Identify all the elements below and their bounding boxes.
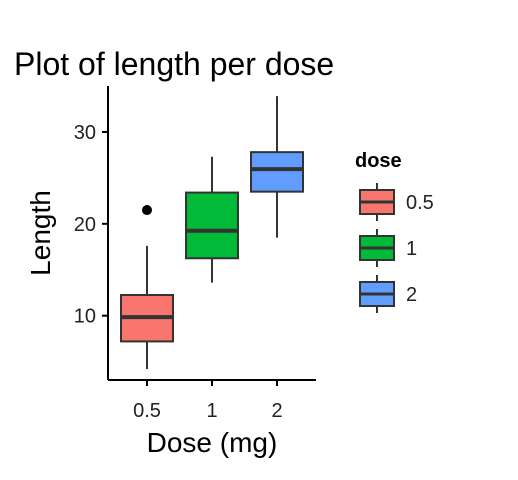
legend-label: 1 bbox=[406, 238, 417, 260]
legend-key-2: 2 bbox=[359, 275, 417, 313]
x-tick-label: 2 bbox=[271, 400, 282, 422]
y-tick-label: 20 bbox=[74, 214, 96, 236]
axes: 10 20 30 0.5 1 2 bbox=[74, 86, 316, 422]
chart-title: Plot of length per dose bbox=[14, 46, 334, 82]
x-tick-label: 1 bbox=[206, 400, 217, 422]
box-0.5 bbox=[120, 205, 174, 369]
legend-label: 0.5 bbox=[406, 192, 434, 214]
x-axis-label: Dose (mg) bbox=[147, 427, 278, 458]
y-axis-label: Length bbox=[25, 190, 56, 276]
legend-title: dose bbox=[355, 150, 402, 172]
box-1 bbox=[185, 156, 239, 283]
x-tick-label: 0.5 bbox=[133, 400, 161, 422]
legend-key-0.5: 0.5 bbox=[359, 183, 434, 221]
outlier-point bbox=[142, 205, 152, 216]
legend-label: 2 bbox=[406, 284, 417, 306]
box-iqr bbox=[185, 191, 239, 260]
plot-area bbox=[120, 96, 304, 369]
y-tick-label: 30 bbox=[74, 122, 96, 144]
y-tick-label: 10 bbox=[74, 306, 96, 328]
legend: dose 0.5 1 2 bbox=[355, 150, 434, 313]
legend-key-1: 1 bbox=[359, 229, 417, 267]
box-2 bbox=[250, 96, 304, 238]
box-iqr bbox=[250, 151, 304, 193]
